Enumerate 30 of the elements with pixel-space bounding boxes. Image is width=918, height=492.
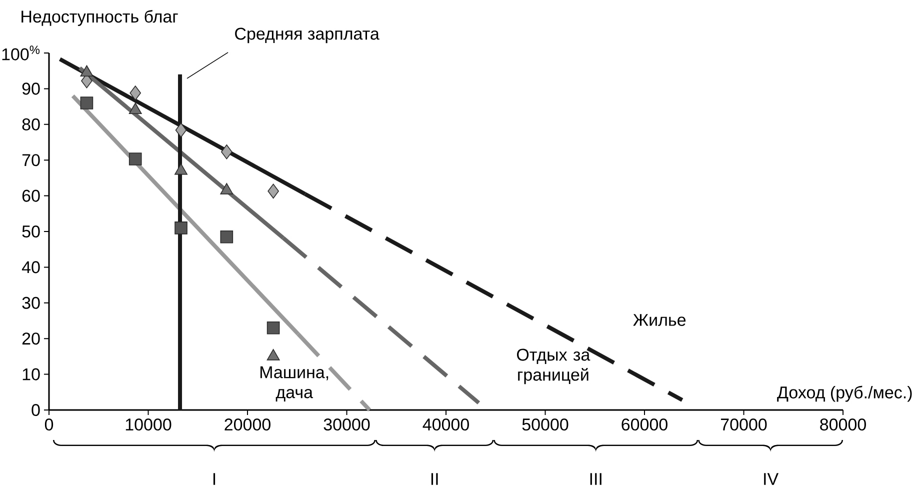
annotation: Отдых за границей — [517, 348, 590, 384]
y-tick-label: 30 — [22, 296, 40, 309]
x-tick-label: 20000 — [224, 418, 270, 431]
y-tick-label: 90 — [22, 82, 40, 95]
text: III — [590, 473, 602, 485]
x-axis-title: Доход (руб./мес.) — [777, 386, 912, 402]
text: IV — [764, 473, 779, 485]
y-tick-label: 0 — [32, 404, 40, 416]
x-tick-label: 10000 — [126, 418, 172, 431]
x-tick-label: 40000 — [422, 418, 469, 431]
y-axis-title: Недоступность благ — [22, 10, 178, 26]
text: II — [431, 473, 438, 485]
y-tick-label: 60 — [22, 190, 40, 202]
y-tick-label: 40 — [22, 261, 40, 274]
y-tick-label: 50 — [22, 225, 40, 238]
y-tick-label: 70 — [22, 154, 40, 166]
y-tick-label: 20 — [22, 332, 40, 345]
annotation: Жилье — [633, 314, 686, 326]
x-tick-label: 30000 — [324, 418, 370, 431]
x-tick-label: 0 — [44, 418, 54, 431]
annotation: Машина, дача — [260, 366, 328, 402]
x-tick-label: 80000 — [820, 418, 866, 431]
text: I — [213, 473, 216, 485]
x-tick-label: 70000 — [720, 418, 767, 431]
ref-line-label: Средняя зарплата — [235, 28, 380, 44]
y-tick-label: 10 — [22, 368, 40, 380]
x-tick-label: 60000 — [622, 418, 668, 431]
x-tick-label: 50000 — [522, 418, 568, 431]
y-tick-label: 100$^{%}$ — [2, 46, 40, 60]
y-tick-label: 80 — [22, 118, 40, 130]
